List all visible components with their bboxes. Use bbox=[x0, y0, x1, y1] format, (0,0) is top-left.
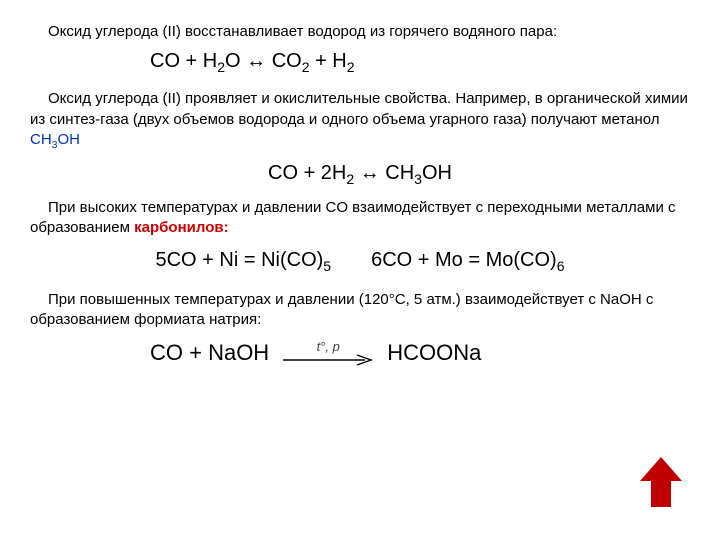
paragraph-4: При повышенных температурах и давлении (… bbox=[30, 290, 690, 331]
p4-text: При повышенных температурах и давлении (… bbox=[30, 291, 653, 328]
p2c: OH bbox=[58, 131, 81, 148]
eq1-a2: 2 bbox=[217, 59, 225, 75]
equation-3b: 6CO + Mo = Mo(CO)6 bbox=[371, 249, 564, 272]
eq3a-a: 5CO + Ni = Ni(CO) bbox=[155, 249, 323, 271]
eq2-b2: 3 bbox=[414, 171, 422, 187]
p3-text-a: При высоких температурах и давлении CO в… bbox=[30, 199, 676, 236]
scroll-top-button[interactable] bbox=[640, 457, 682, 512]
eq3a-s: 5 bbox=[323, 258, 331, 274]
methanol-formula: CH3OH bbox=[30, 131, 80, 148]
carbonyls-term: карбонилов: bbox=[134, 219, 228, 236]
reaction-arrow: t°, p bbox=[283, 340, 373, 366]
eq2-a2: 2 bbox=[346, 171, 354, 187]
eq4-rhs: HCOONa bbox=[387, 340, 481, 366]
eq2-c: OH bbox=[422, 162, 452, 184]
eq1-c2: 2 bbox=[347, 59, 355, 75]
paragraph-3: При высоких температурах и давлении CO в… bbox=[30, 198, 690, 239]
equation-1: CO + H2O ↔ CO2 + H2 bbox=[30, 50, 690, 73]
eq1-b: O ↔ CO bbox=[225, 50, 302, 72]
paragraph-1: Оксид углерода (II) восстанавливает водо… bbox=[30, 22, 690, 42]
p1-text: Оксид углерода (II) восстанавливает водо… bbox=[48, 23, 557, 40]
eq1-c: + H bbox=[310, 50, 347, 72]
eq1-b2: 2 bbox=[302, 59, 310, 75]
p2-text-a: Оксид углерода (II) проявляет и окислите… bbox=[30, 90, 688, 127]
page: Оксид углерода (II) восстанавливает водо… bbox=[0, 0, 720, 540]
eq4-conditions: t°, p bbox=[317, 340, 340, 353]
eq4-lhs: CO + NaOH bbox=[150, 340, 269, 366]
up-arrow-icon bbox=[640, 457, 682, 507]
eq2-a: CO + 2H bbox=[268, 162, 346, 184]
equation-4: CO + NaOH t°, p HCOONa bbox=[30, 340, 690, 366]
eq1-a: CO + H bbox=[150, 50, 217, 72]
equation-2: CO + 2H2 ↔ CH3OH bbox=[30, 158, 690, 188]
right-arrow-icon bbox=[283, 354, 373, 366]
eq3b-a: 6CO + Mo = Mo(CO) bbox=[371, 249, 557, 271]
eq3b-s: 6 bbox=[557, 258, 565, 274]
p2b: CH bbox=[30, 131, 52, 148]
paragraph-2: Оксид углерода (II) проявляет и окислите… bbox=[30, 89, 690, 150]
equation-3a: 5CO + Ni = Ni(CO)5 bbox=[155, 249, 331, 272]
equation-3-row: 5CO + Ni = Ni(CO)5 6CO + Mo = Mo(CO)6 bbox=[30, 249, 690, 272]
eq2-b: ↔ CH bbox=[354, 162, 414, 184]
